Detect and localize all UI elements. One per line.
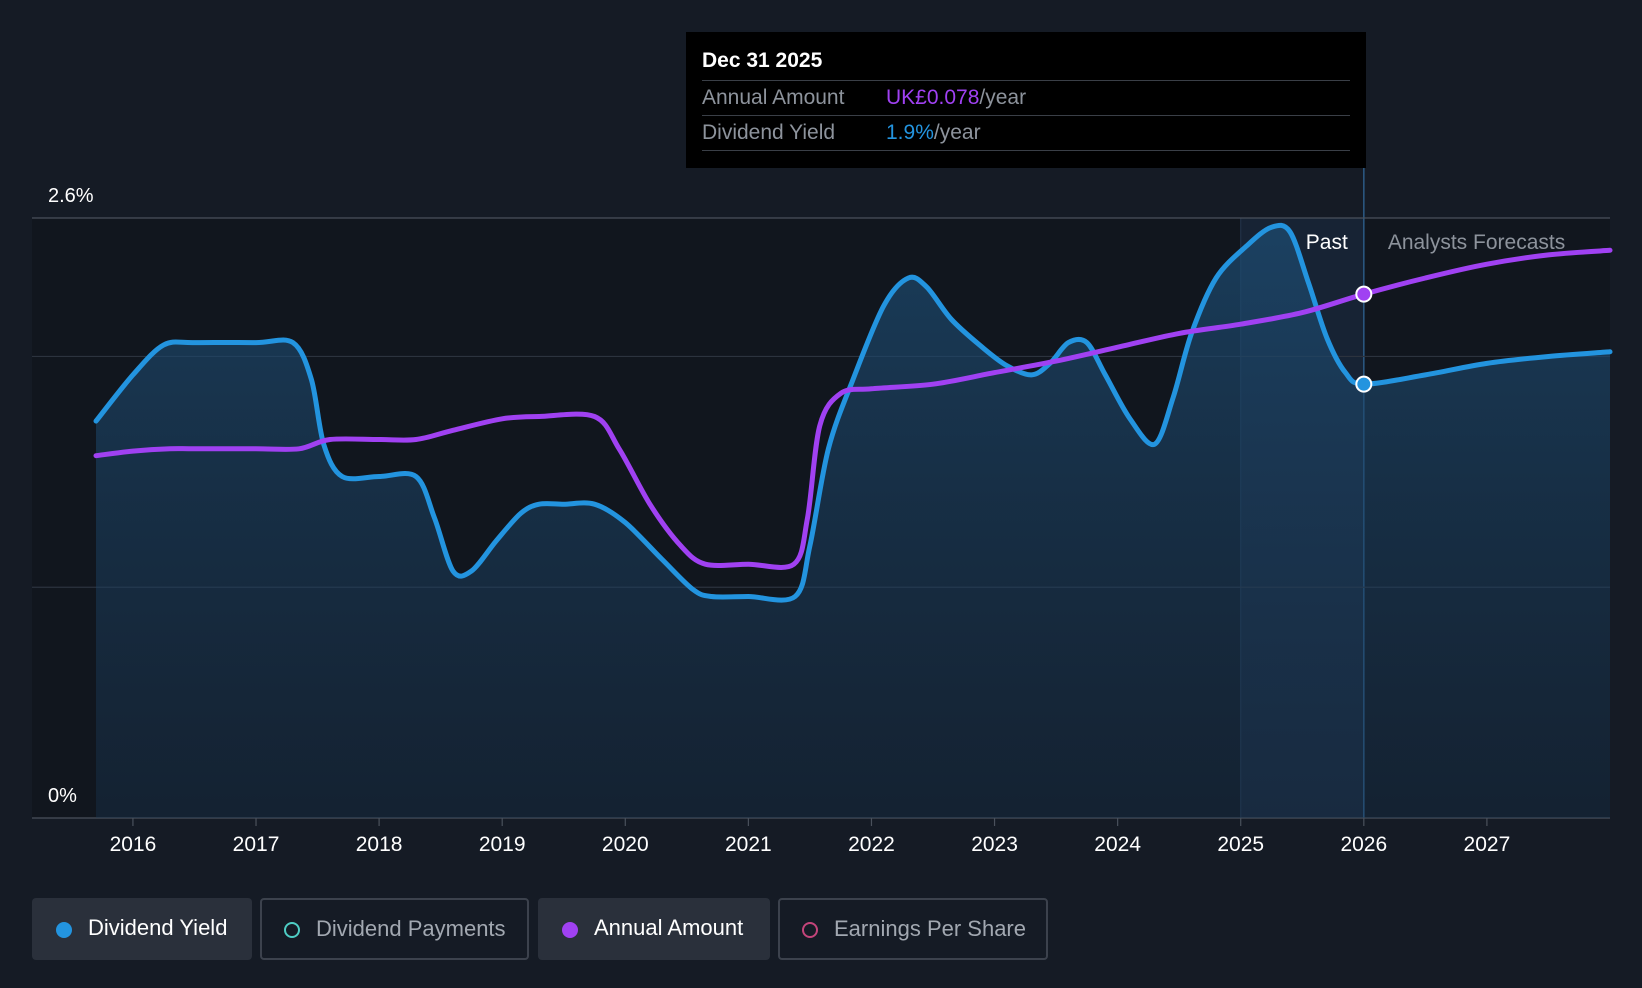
tooltip-yield-unit: /year <box>933 121 981 144</box>
x-tick-label-2024: 2024 <box>1094 833 1141 856</box>
annual-amount-dot-icon <box>562 922 578 938</box>
earnings-per-share-ring-icon <box>802 922 818 938</box>
legend-earnings-per-share[interactable]: Earnings Per Share <box>778 898 1048 960</box>
legend-dividend-yield-label: Dividend Yield <box>88 915 228 940</box>
x-tick-label-2022: 2022 <box>848 833 895 856</box>
y-tick-label-1: 0% <box>48 785 77 807</box>
forecast-label: Analysts Forecasts <box>1388 231 1565 254</box>
dividend-yield-marker <box>1355 375 1373 393</box>
x-tick-label-2019: 2019 <box>479 833 526 856</box>
x-tick-label-2016: 2016 <box>110 833 157 856</box>
dividend-yield-line <box>93 222 1613 603</box>
data-tooltip: Dec 31 2025 Annual Amount UK£0.078/year D… <box>686 32 1366 168</box>
x-tick-label-2020: 2020 <box>602 833 649 856</box>
x-tick-label-2018: 2018 <box>356 833 403 856</box>
x-tick-label-2017: 2017 <box>233 833 280 856</box>
legend-dividend-payments-label: Dividend Payments <box>316 916 506 941</box>
x-tick-label-2025: 2025 <box>1217 833 1264 856</box>
tooltip-yield-label: Dividend Yield <box>702 121 836 144</box>
annual-amount-marker <box>1355 285 1373 303</box>
y-tick-label-0: 2.6% <box>48 185 94 207</box>
dividend-yield-area <box>96 225 1610 818</box>
dividend-payments-ring-icon <box>284 922 300 938</box>
tooltip-annual-value: UK£0.078 <box>886 86 980 109</box>
x-axis-labels: 2016 2017 2018 2019 2020 2021 2022 2023 2024 2025… <box>110 818 1511 856</box>
tooltip-annual-unit: /year <box>979 86 1027 109</box>
dividend-yield-dot-icon <box>56 922 72 938</box>
legend-annual-amount[interactable]: Annual Amount <box>538 898 770 960</box>
region-labels: Past Analysts Forecasts <box>1306 231 1565 254</box>
hover-markers <box>1355 285 1373 393</box>
legend-dividend-payments[interactable]: Dividend Payments <box>260 898 529 960</box>
legend-annual-amount-label: Annual Amount <box>594 915 744 940</box>
tooltip-annual-row: Annual Amount UK£0.078/year <box>702 81 1350 116</box>
x-tick-label-2021: 2021 <box>725 833 772 856</box>
series-lines <box>93 222 1613 603</box>
tooltip-yield-value: 1.9% <box>886 121 934 144</box>
x-tick-label-2023: 2023 <box>971 833 1018 856</box>
y-axis-labels: 2.6% 0% <box>48 185 94 807</box>
tooltip-yield-row: Dividend Yield 1.9%/year <box>702 116 1350 151</box>
past-label: Past <box>1306 231 1348 254</box>
annual-amount-line <box>93 247 1613 570</box>
tooltip-annual-label: Annual Amount <box>702 86 845 109</box>
legend-dividend-yield[interactable]: Dividend Yield <box>32 898 252 960</box>
series-areas <box>96 225 1610 818</box>
x-tick-label-2026: 2026 <box>1340 833 1387 856</box>
x-tick-label-2027: 2027 <box>1464 833 1511 856</box>
legend-earnings-per-share-label: Earnings Per Share <box>834 916 1026 941</box>
tooltip-date: Dec 31 2025 <box>702 46 1350 81</box>
